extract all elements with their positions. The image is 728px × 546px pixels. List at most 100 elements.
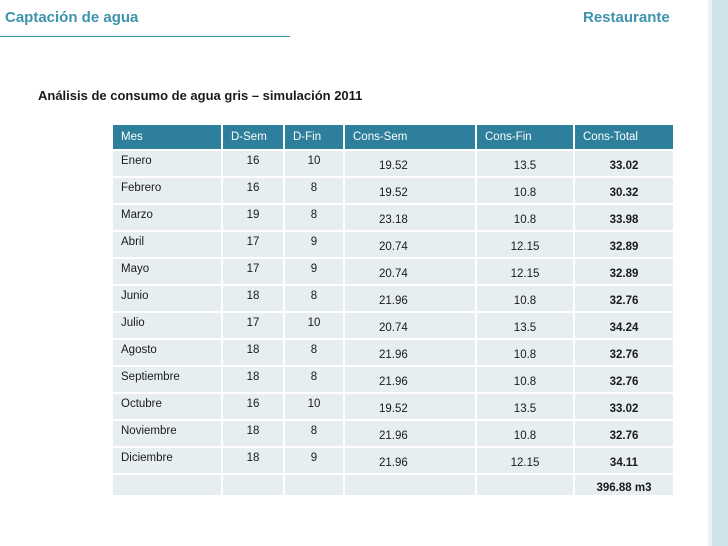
cons-fin-cell: 10.8 [477, 421, 573, 446]
table-row: Junio 18 8 21.96 10.8 32.76 [113, 286, 673, 311]
cons-sem-cell: 21.96 [345, 421, 475, 446]
cons-total-cell: 32.89 [575, 259, 673, 284]
cons-total-cell: 34.11 [575, 448, 673, 473]
table-row: Julio 17 10 20.74 13.5 34.24 [113, 313, 673, 338]
cons-total-cell: 33.98 [575, 205, 673, 230]
cons-sem-cell: 20.74 [345, 313, 475, 338]
month-cell: Septiembre [113, 367, 221, 392]
header-mes: Mes [113, 125, 221, 149]
cons-fin-cell: 10.8 [477, 286, 573, 311]
cons-fin-cell: 12.15 [477, 448, 573, 473]
table-row: Septiembre 18 8 21.96 10.8 32.76 [113, 367, 673, 392]
d-fin-cell: 10 [285, 313, 343, 338]
cons-fin-cell: 12.15 [477, 259, 573, 284]
month-cell: Junio [113, 286, 221, 311]
cons-fin-cell: 10.8 [477, 178, 573, 203]
month-cell: Noviembre [113, 421, 221, 446]
cons-sem-cell: 23.18 [345, 205, 475, 230]
d-sem-cell: 17 [223, 232, 283, 257]
d-sem-cell: 16 [223, 151, 283, 176]
cons-fin-cell: 10.8 [477, 367, 573, 392]
header-cons-sem: Cons-Sem [345, 125, 475, 149]
month-cell: Abril [113, 232, 221, 257]
cons-fin-cell: 10.8 [477, 205, 573, 230]
d-fin-cell: 8 [285, 340, 343, 365]
cons-fin-cell: 13.5 [477, 394, 573, 419]
d-fin-cell: 10 [285, 394, 343, 419]
month-cell: Agosto [113, 340, 221, 365]
table-row: Diciembre 18 9 21.96 12.15 34.11 [113, 448, 673, 473]
cons-fin-cell: 12.15 [477, 232, 573, 257]
d-fin-cell: 9 [285, 448, 343, 473]
d-fin-cell: 10 [285, 151, 343, 176]
empty-cell [223, 475, 283, 495]
cons-total-cell: 34.24 [575, 313, 673, 338]
table-row: Febrero 16 8 19.52 10.8 30.32 [113, 178, 673, 203]
table-header-row: Mes D-Sem D-Fin Cons-Sem Cons-Fin Cons-T… [113, 125, 673, 149]
cons-total-cell: 33.02 [575, 151, 673, 176]
section-title: Captación de agua [5, 9, 139, 26]
month-cell: Octubre [113, 394, 221, 419]
d-sem-cell: 18 [223, 421, 283, 446]
month-cell: Febrero [113, 178, 221, 203]
table-row: Noviembre 18 8 21.96 10.8 32.76 [113, 421, 673, 446]
cons-sem-cell: 21.96 [345, 286, 475, 311]
water-consumption-table: Mes D-Sem D-Fin Cons-Sem Cons-Fin Cons-T… [111, 123, 675, 497]
d-sem-cell: 16 [223, 394, 283, 419]
total-row: 396.88 m3 [113, 475, 673, 495]
month-cell: Marzo [113, 205, 221, 230]
cons-sem-cell: 19.52 [345, 394, 475, 419]
table-row: Agosto 18 8 21.96 10.8 32.76 [113, 340, 673, 365]
title-underline [0, 36, 290, 37]
table-row: Marzo 19 8 23.18 10.8 33.98 [113, 205, 673, 230]
cons-fin-cell: 13.5 [477, 313, 573, 338]
cons-total-cell: 30.32 [575, 178, 673, 203]
month-cell: Enero [113, 151, 221, 176]
empty-cell [345, 475, 475, 495]
table-row: Octubre 16 10 19.52 13.5 33.02 [113, 394, 673, 419]
empty-cell [285, 475, 343, 495]
header-cons-total: Cons-Total [575, 125, 673, 149]
cons-total-cell: 32.76 [575, 421, 673, 446]
category-title: Restaurante [583, 9, 670, 26]
d-fin-cell: 8 [285, 178, 343, 203]
month-cell: Julio [113, 313, 221, 338]
cons-total-cell: 32.76 [575, 286, 673, 311]
header-d-sem: D-Sem [223, 125, 283, 149]
d-sem-cell: 18 [223, 340, 283, 365]
header-cons-fin: Cons-Fin [477, 125, 573, 149]
empty-cell [113, 475, 221, 495]
d-fin-cell: 8 [285, 421, 343, 446]
table-row: Mayo 17 9 20.74 12.15 32.89 [113, 259, 673, 284]
table-row: Enero 16 10 19.52 13.5 33.02 [113, 151, 673, 176]
d-fin-cell: 9 [285, 259, 343, 284]
d-fin-cell: 8 [285, 367, 343, 392]
month-cell: Mayo [113, 259, 221, 284]
d-sem-cell: 18 [223, 448, 283, 473]
header-d-fin: D-Fin [285, 125, 343, 149]
grand-total-cell: 396.88 m3 [575, 475, 673, 495]
cons-fin-cell: 13.5 [477, 151, 573, 176]
d-sem-cell: 16 [223, 178, 283, 203]
d-sem-cell: 18 [223, 286, 283, 311]
d-fin-cell: 8 [285, 286, 343, 311]
table-caption: Análisis de consumo de agua gris – simul… [38, 88, 363, 103]
empty-cell [477, 475, 573, 495]
cons-sem-cell: 20.74 [345, 259, 475, 284]
d-sem-cell: 18 [223, 367, 283, 392]
cons-sem-cell: 20.74 [345, 232, 475, 257]
cons-total-cell: 33.02 [575, 394, 673, 419]
cons-sem-cell: 21.96 [345, 448, 475, 473]
month-cell: Diciembre [113, 448, 221, 473]
cons-fin-cell: 10.8 [477, 340, 573, 365]
d-sem-cell: 17 [223, 313, 283, 338]
d-fin-cell: 8 [285, 205, 343, 230]
cons-sem-cell: 21.96 [345, 367, 475, 392]
cons-total-cell: 32.89 [575, 232, 673, 257]
cons-sem-cell: 21.96 [345, 340, 475, 365]
d-sem-cell: 17 [223, 259, 283, 284]
side-decoration-band [708, 0, 728, 546]
d-fin-cell: 9 [285, 232, 343, 257]
cons-total-cell: 32.76 [575, 340, 673, 365]
table-row: Abril 17 9 20.74 12.15 32.89 [113, 232, 673, 257]
